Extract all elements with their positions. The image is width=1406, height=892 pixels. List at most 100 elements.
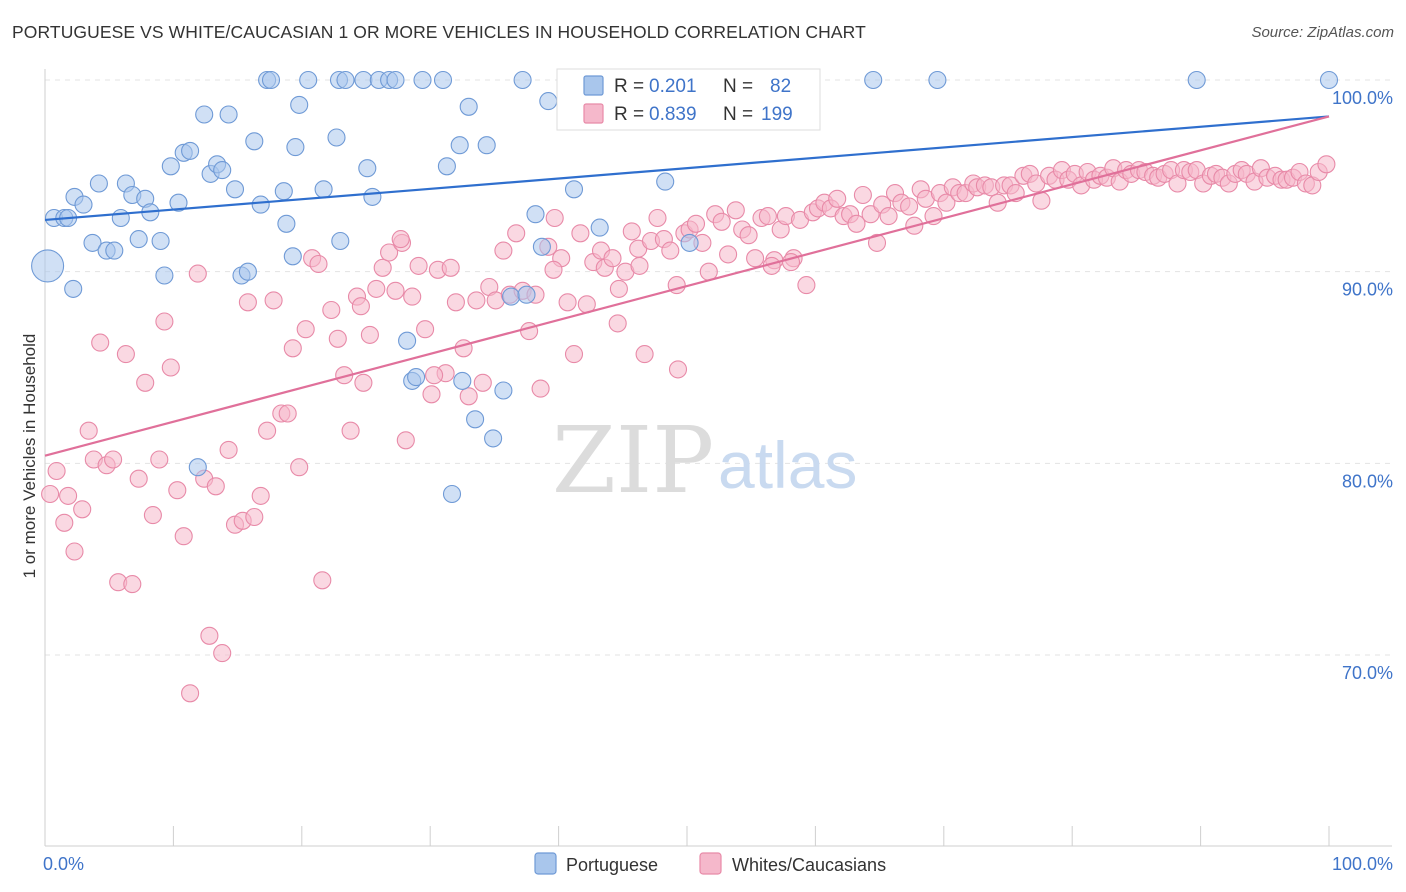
whites-point <box>900 197 919 216</box>
whites-point <box>758 207 777 226</box>
whites-point <box>258 421 277 440</box>
axes <box>44 69 1392 847</box>
stats-n-value-whites: 199 <box>761 104 793 125</box>
portuguese-point <box>111 208 130 228</box>
whites-point <box>264 291 283 310</box>
whites-point <box>459 387 478 406</box>
portuguese-point <box>526 205 545 224</box>
portuguese-point <box>225 180 245 199</box>
whites-point <box>136 373 155 392</box>
portuguese-point <box>195 105 214 124</box>
whites-point <box>380 243 399 262</box>
stats-r-label-whites: R = <box>614 104 644 125</box>
portuguese-point <box>453 371 472 390</box>
whites-point <box>213 644 232 663</box>
whites-point <box>91 333 110 352</box>
portuguese-point <box>238 262 257 281</box>
whites-point <box>403 287 422 306</box>
whites-point <box>59 486 78 505</box>
portuguese-point <box>539 92 558 111</box>
whites-point <box>726 201 745 220</box>
whites-point <box>686 214 706 233</box>
whites-point <box>564 345 584 364</box>
portuguese-point <box>74 195 93 214</box>
portuguese-point <box>928 70 947 90</box>
whites-point <box>847 214 866 233</box>
whites-point <box>630 256 649 275</box>
portuguese-point <box>1187 70 1206 90</box>
y-tick-label: 80.0% <box>1342 471 1393 491</box>
portuguese-point <box>466 410 485 429</box>
whites-point <box>129 469 148 488</box>
legend-swatch-whites <box>699 852 722 875</box>
whites-point <box>341 421 360 440</box>
portuguese-point <box>299 70 318 90</box>
whites-point <box>544 260 563 279</box>
portuguese-point <box>331 231 350 251</box>
portuguese-point <box>188 458 207 477</box>
portuguese-point <box>286 138 305 157</box>
chart-title: PORTUGUESE VS WHITE/CAUCASIAN 1 OR MORE … <box>12 22 866 42</box>
trend-lines <box>44 115 1330 457</box>
whites-point <box>558 293 577 312</box>
whites-point <box>41 484 60 504</box>
portuguese-point <box>277 214 296 233</box>
portuguese-point <box>407 368 426 387</box>
whites-point <box>55 513 74 532</box>
whites-point <box>531 379 550 398</box>
whites-point <box>354 373 373 392</box>
whites-points <box>41 155 1336 703</box>
portuguese-point <box>314 180 333 199</box>
whites-point <box>494 241 513 260</box>
whites-point <box>746 249 765 268</box>
portuguese-point <box>484 429 503 448</box>
portuguese-point <box>89 174 108 193</box>
portuguese-point <box>477 136 496 155</box>
y-tick-label: 100.0% <box>1332 88 1393 108</box>
watermark-zip: ZIP <box>552 407 714 514</box>
legend: Portuguese Whites/Caucasians <box>534 852 886 875</box>
whites-point <box>313 571 332 590</box>
whites-point <box>467 291 486 310</box>
whites-point <box>150 450 169 469</box>
whites-point <box>797 276 816 295</box>
portuguese-point <box>129 230 148 249</box>
portuguese-point <box>219 105 238 124</box>
portuguese-point <box>1319 70 1339 90</box>
whites-point <box>47 461 66 481</box>
y-axis-label: 1 or more Vehicles in Household <box>20 334 39 579</box>
whites-point <box>441 258 460 277</box>
stats-n-value-portuguese: 82 <box>770 76 791 97</box>
whites-point <box>351 297 370 316</box>
watermark-atlas: atlas <box>718 428 857 502</box>
portuguese-point <box>656 172 675 191</box>
portuguese-point <box>413 70 432 90</box>
legend-swatch-portuguese <box>534 852 557 875</box>
whites-point <box>367 279 386 298</box>
whites-point <box>422 385 441 404</box>
whites-point <box>143 506 162 525</box>
whites-point <box>391 230 410 249</box>
legend-label-portuguese: Portuguese <box>566 855 658 875</box>
portuguese-point <box>363 187 382 206</box>
whites-point <box>861 205 880 224</box>
portuguese-point <box>502 287 521 306</box>
whites-point <box>712 212 731 231</box>
whites-point <box>719 245 738 264</box>
whites-point <box>290 458 309 477</box>
chart-source: Source: ZipAtlas.com <box>1251 24 1394 41</box>
whites-point <box>73 500 92 519</box>
portuguese-point <box>327 128 346 147</box>
whites-point <box>454 339 473 358</box>
whites-point <box>668 360 688 379</box>
whites-point <box>622 222 641 241</box>
whites-point <box>661 241 680 260</box>
whites-point <box>473 373 492 392</box>
stats-n-label-whites: N = <box>723 104 753 125</box>
portuguese-point <box>398 331 417 350</box>
portuguese-point <box>261 70 281 90</box>
portuguese-point <box>386 70 405 90</box>
whites-point <box>409 256 428 275</box>
stats-n-label-portuguese: N = <box>723 76 753 97</box>
